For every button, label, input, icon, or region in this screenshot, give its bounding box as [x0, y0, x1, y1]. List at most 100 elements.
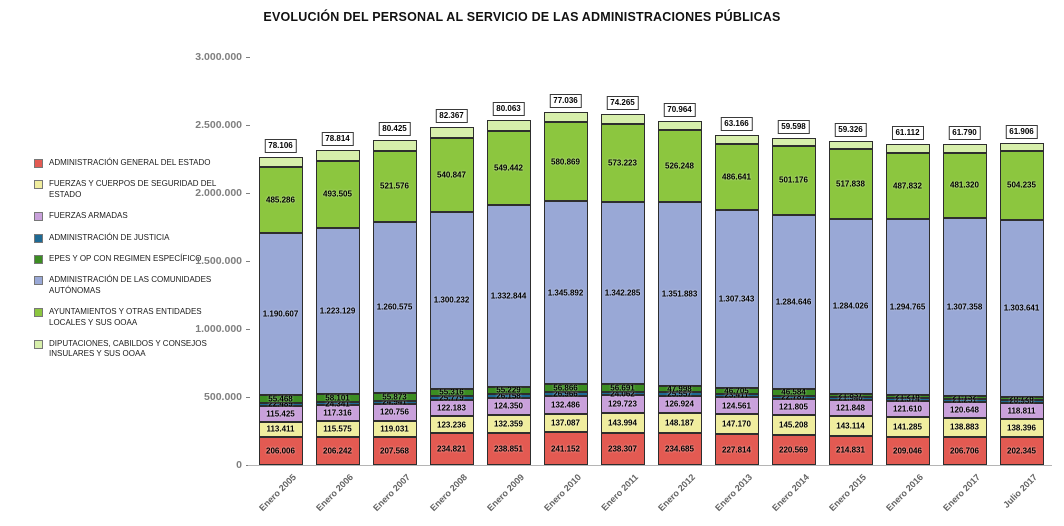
segment-value-label: 1.284.646 [775, 297, 812, 307]
segment-value-label: 504.235 [1007, 180, 1036, 190]
bar-segment: 238.851 [486, 432, 531, 465]
segment-value-label: 56.866 [553, 383, 578, 393]
bar-segment: 238.307 [600, 432, 645, 465]
bar-segment: 132.486 [543, 395, 588, 414]
bar-segment: 56.691 [600, 384, 645, 393]
bar-segment: 549.442 [486, 130, 531, 206]
boxed-value-label: 77.036 [549, 93, 582, 108]
bar-segment: 1.223.129 [315, 227, 360, 395]
segment-value-label: 540.847 [437, 170, 466, 180]
boxed-value-label: 74.265 [606, 95, 639, 110]
bar-segment: 26.158 [486, 391, 531, 400]
segment-value-label: 238.851 [494, 444, 523, 454]
segment-value-label: 121.805 [779, 402, 808, 412]
bar-segment: 120.648 [942, 401, 987, 418]
bar-segment: 24.062 [600, 389, 645, 398]
bar-segment: 220.569 [771, 435, 816, 465]
bar-segment: 55.873 [372, 392, 417, 401]
bar-segment: 486.641 [714, 143, 759, 210]
segment-value-label: 220.569 [779, 445, 808, 455]
segment-value-label: 580.869 [551, 157, 580, 167]
bar-segment: 117.316 [315, 405, 360, 422]
segment-value-label: 121.610 [893, 404, 922, 414]
segment-value-label: 487.832 [893, 181, 922, 191]
segment-value-label: 207.568 [380, 446, 409, 456]
y-axis-label: 2.000.000 [195, 187, 242, 199]
bar-segment: 124.350 [486, 397, 531, 415]
bar-segment [999, 142, 1044, 151]
y-axis-tick [246, 261, 250, 262]
bar-segment: 1.294.765 [885, 218, 930, 396]
chart-title: EVOLUCIÓN DEL PERSONAL AL SERVICIO DE LA… [263, 10, 781, 24]
bar-segment: 526.248 [657, 130, 702, 202]
segment-value-label: 234.821 [437, 444, 466, 454]
segment-value-label: 113.411 [266, 424, 295, 434]
boxed-value-label: 59.598 [777, 120, 810, 135]
legend-item: AYUNTAMIENTOS Y OTRAS ENTIDADES LOCALES … [34, 307, 240, 328]
segment-value-label: 123.236 [437, 420, 466, 430]
boxed-value-label: 78.106 [264, 138, 297, 153]
bar-segment: 580.869 [543, 122, 588, 202]
bar-segment: 121.610 [885, 400, 930, 418]
bar-segment: 20.936 [999, 397, 1044, 406]
bar-segment: 234.821 [429, 433, 474, 465]
bar-segment: 1.190.607 [258, 233, 303, 396]
bar-segment: 25.557 [657, 389, 702, 398]
x-axis-line [248, 465, 1052, 466]
legend-item: FUERZAS ARMADAS [34, 211, 240, 222]
segment-value-label: 1.345.892 [547, 288, 584, 298]
bar-segment: 55.316 [429, 388, 474, 397]
bar-segment: 119.031 [372, 420, 417, 437]
bar-segment: 56.866 [543, 384, 588, 393]
bar-segment: 113.411 [258, 421, 303, 437]
bar-segment: 141.285 [885, 417, 930, 437]
bar-segment: 118.811 [999, 402, 1044, 419]
boxed-value-label: 78.814 [321, 131, 354, 146]
segment-value-label: 1.307.358 [946, 302, 983, 312]
bar-segment: 1.332.844 [486, 205, 531, 387]
stacked-bar: 227.814 147.170 124.561 23.411 46.705 1.307.3… [714, 57, 759, 465]
stacked-bar: 207.568 119.031 120.756 24.941 55.873 1.260.5… [372, 57, 417, 465]
legend-swatch [34, 254, 43, 264]
legend-item: ADMINISTRACIÓN GENERAL DEL ESTADO [34, 158, 240, 168]
segment-value-label: 1.260.575 [376, 302, 413, 312]
stacked-bar: 220.569 145.208 121.805 22.787 46.584 1.284.6… [771, 57, 816, 465]
segment-value-label: 214.831 [836, 445, 865, 455]
bar-segment: 501.176 [771, 146, 816, 215]
bar-segment: 21.216 [885, 392, 930, 401]
bar-segment [600, 113, 645, 124]
bar-segment: 124.561 [714, 397, 759, 414]
segment-value-label: 141.285 [893, 422, 922, 432]
boxed-value-label: 82.367 [435, 109, 468, 124]
boxed-value-label: 80.063 [492, 101, 525, 116]
bar-segment [543, 111, 588, 123]
y-axis-tick [246, 397, 250, 398]
segment-value-label: 118.811 [1007, 406, 1036, 416]
stacked-bar: 214.831 143.114 121.848 21.940 21.837 1.284.0… [828, 57, 873, 465]
legend-swatch [34, 233, 43, 243]
segment-value-label: 120.756 [380, 407, 409, 417]
bar-segment: 234.685 [657, 433, 702, 465]
stacked-bar: 206.242 115.575 117.316 24.341 58.101 1.223.1… [315, 57, 360, 465]
bar-segment: 25.779 [429, 393, 474, 402]
segment-value-label: 124.561 [722, 401, 751, 411]
bar-segment [828, 140, 873, 149]
segment-value-label: 148.187 [665, 418, 694, 428]
bar-segment: 55.468 [258, 395, 303, 404]
bar-segment: 207.568 [372, 436, 417, 465]
bar-segment: 1.351.883 [657, 201, 702, 386]
y-axis-label: 0 [236, 459, 242, 471]
bar-segment: 21.940 [828, 394, 873, 403]
y-axis-label: 500.000 [204, 391, 242, 403]
stacked-bar: 241.152 137.087 132.486 26.966 56.866 1.345.8… [543, 57, 588, 465]
segment-value-label: 241.152 [551, 444, 580, 454]
bar-segment: 1.342.285 [600, 201, 645, 385]
segment-value-label: 55.229 [496, 385, 521, 395]
bar-segment: 485.286 [258, 167, 303, 234]
segment-value-label: 493.505 [323, 189, 352, 199]
stacked-bar: 234.821 123.236 122.183 25.779 55.316 1.300.2… [429, 57, 474, 465]
segment-value-label: 137.087 [551, 418, 580, 428]
segment-value-label: 1.342.285 [604, 288, 641, 298]
segment-value-label: 58.101 [325, 393, 350, 403]
y-axis-label: 3.000.000 [195, 51, 242, 63]
